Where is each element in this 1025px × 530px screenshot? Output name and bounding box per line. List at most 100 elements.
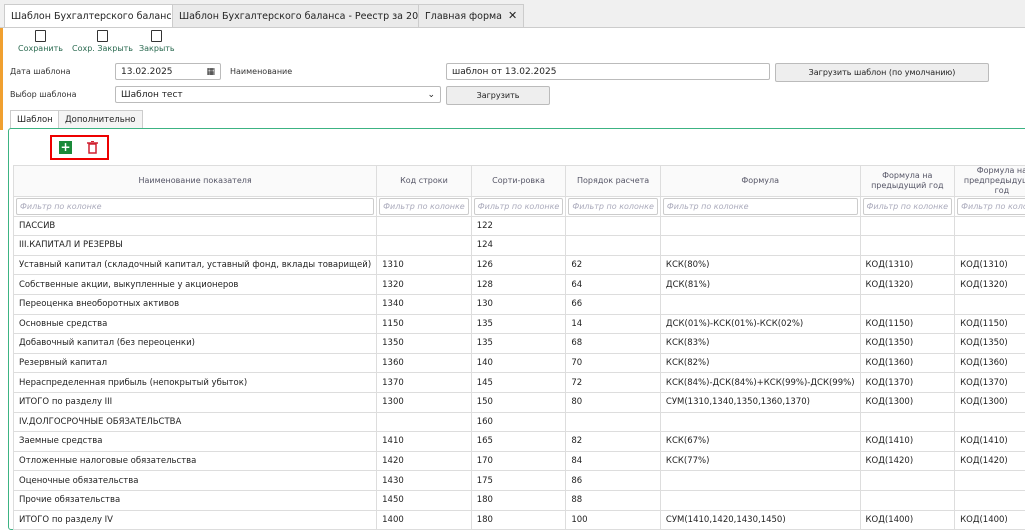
filter-cell: Фильтр по колонке	[566, 197, 661, 217]
filter-input[interactable]: Фильтр по колонке	[863, 198, 953, 215]
cell: IV.ДОЛГОСРОЧНЫЕ ОБЯЗАТЕЛЬСТВА	[14, 412, 377, 432]
column-header[interactable]: Формула на предпредыдущий год	[955, 166, 1025, 197]
column-header[interactable]: Порядок расчета	[566, 166, 661, 197]
cell: Уставный капитал (складочный капитал, ус…	[14, 255, 377, 275]
save-close-button[interactable]: Сохр. Закрыть	[72, 30, 133, 53]
cell: 126	[471, 255, 566, 275]
load-default-button[interactable]: Загрузить шаблон (по умолчанию)	[775, 63, 989, 82]
data-row[interactable]: Собственные акции, выкупленные у акционе…	[14, 275, 1025, 295]
cell: 1360	[377, 353, 472, 373]
filter-input[interactable]: Фильтр по колонке	[474, 198, 564, 215]
cell: КОД(1320)	[860, 275, 955, 295]
date-input[interactable]: 13.02.2025▦	[115, 63, 221, 80]
column-header[interactable]: Формула на предыдущий год	[860, 166, 955, 197]
cell: 1340	[377, 294, 472, 314]
tab[interactable]: Главная форма✕	[418, 4, 524, 27]
cell: 84	[566, 451, 661, 471]
empty-cell	[660, 216, 860, 236]
cell: КОД(1410)	[955, 432, 1025, 452]
cell: КОД(1150)	[860, 314, 955, 334]
column-header[interactable]: Наименование показателя	[14, 166, 377, 197]
cell: 70	[566, 353, 661, 373]
cell: 1410	[377, 432, 472, 452]
cell: КОД(1310)	[955, 255, 1025, 275]
data-row[interactable]: Нераспределенная прибыль (непокрытый убы…	[14, 373, 1025, 393]
cell: 64	[566, 275, 661, 295]
cell: КОД(1400)	[860, 510, 955, 530]
cell: 1430	[377, 471, 472, 491]
cell: КОД(1150)	[955, 314, 1025, 334]
subtab[interactable]: Дополнительно	[58, 110, 143, 129]
cell: ДСК(81%)	[660, 275, 860, 295]
empty-cell	[377, 236, 472, 256]
name-input[interactable]: шаблон от 13.02.2025	[446, 63, 770, 80]
tab-label: Шаблон Бухгалтерского баланса - Реестр з…	[179, 11, 441, 22]
filter-input[interactable]: Фильтр по колонке	[16, 198, 374, 215]
column-header[interactable]: Код строки	[377, 166, 472, 197]
data-row[interactable]: ПАССИВ 122	[14, 216, 1025, 236]
load-button[interactable]: Загрузить	[446, 86, 550, 105]
empty-cell	[660, 294, 860, 314]
cell: 1150	[377, 314, 472, 334]
empty-cell	[566, 216, 661, 236]
cell: III.КАПИТАЛ И РЕЗЕРВЫ	[14, 236, 377, 256]
empty-cell	[660, 236, 860, 256]
tab-label: Шаблон Бухгалтерского баланса	[11, 11, 177, 22]
cell: Переоценка внеоборотных активов	[14, 294, 377, 314]
cell: КОД(1300)	[955, 392, 1025, 412]
input-value: шаблон от 13.02.2025	[452, 67, 556, 77]
filter-input[interactable]: Фильтр по колонке	[568, 198, 658, 215]
cell: КОД(1370)	[955, 373, 1025, 393]
empty-cell	[860, 294, 955, 314]
add-button[interactable]: +	[59, 141, 72, 154]
cell: Резервный капитал	[14, 353, 377, 373]
cell: ПАССИВ	[14, 216, 377, 236]
save-button[interactable]: Сохранить	[18, 30, 63, 53]
cell: 62	[566, 255, 661, 275]
delete-button[interactable]	[87, 141, 98, 154]
template-select[interactable]: Шаблон тест⌄	[115, 86, 441, 103]
cell: 180	[471, 490, 566, 510]
filter-input[interactable]: Фильтр по колонке	[663, 198, 858, 215]
label: Дата шаблона	[10, 67, 71, 76]
cell: 100	[566, 510, 661, 530]
empty-cell	[660, 490, 860, 510]
cell: 122	[471, 216, 566, 236]
filter-cell: Фильтр по колонке	[955, 197, 1025, 217]
tab[interactable]: Шаблон Бухгалтерского баланса✕	[4, 4, 200, 27]
cell: КОД(1360)	[860, 353, 955, 373]
cell: КСК(67%)	[660, 432, 860, 452]
close-button[interactable]: Закрыть	[139, 30, 175, 53]
cell: КОД(1400)	[955, 510, 1025, 530]
button-label: Закрыть	[139, 44, 175, 53]
empty-cell	[377, 412, 472, 432]
cell: ИТОГО по разделу III	[14, 392, 377, 412]
cell: 68	[566, 334, 661, 354]
filter-input[interactable]: Фильтр по колонке	[957, 198, 1025, 215]
tab-label: Главная форма	[425, 11, 502, 22]
filter-cell: Фильтр по колонке	[377, 197, 472, 217]
filter-cell: Фильтр по колонке	[660, 197, 860, 217]
filter-input[interactable]: Фильтр по колонке	[379, 198, 469, 215]
cell: КСК(83%)	[660, 334, 860, 354]
subtab[interactable]: Шаблон	[10, 110, 60, 129]
empty-cell	[955, 490, 1025, 510]
column-header[interactable]: Формула	[660, 166, 860, 197]
cell: Нераспределенная прибыль (непокрытый убы…	[14, 373, 377, 393]
data-row[interactable]: Уставный капитал (складочный капитал, ус…	[14, 255, 1025, 275]
column-header[interactable]: Сорти-ровка	[471, 166, 566, 197]
empty-cell	[955, 236, 1025, 256]
